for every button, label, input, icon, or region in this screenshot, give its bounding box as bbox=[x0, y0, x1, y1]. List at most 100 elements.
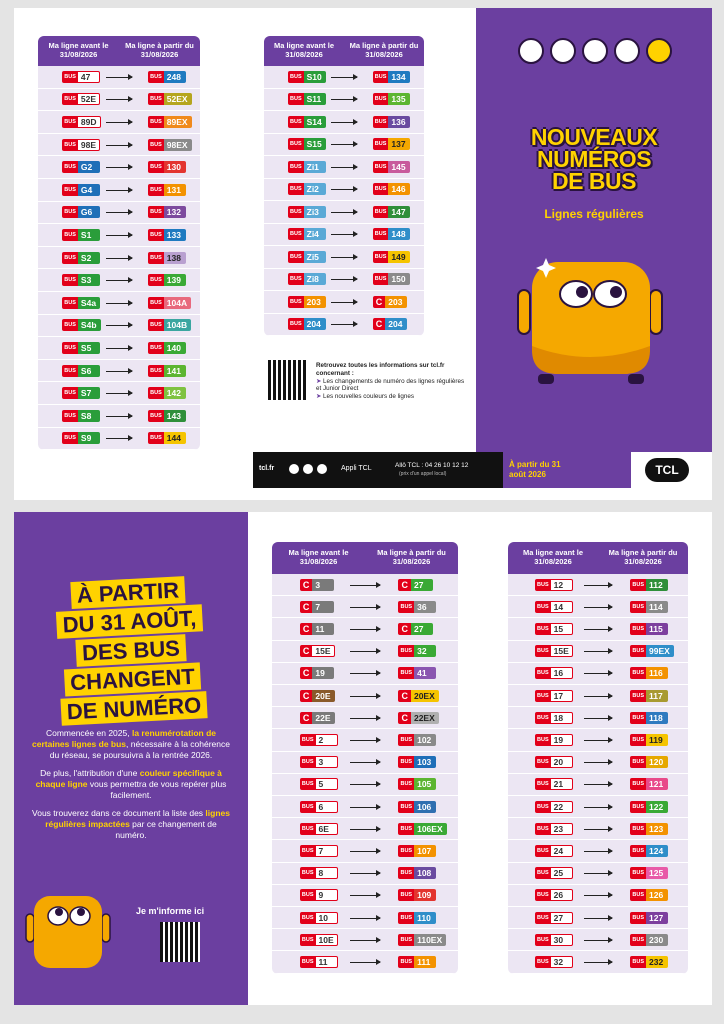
table-row: BUS 26 BUS 126 bbox=[508, 885, 688, 907]
line-number: Zi8 bbox=[303, 273, 326, 286]
mode-label: C bbox=[398, 578, 411, 591]
line-badge: BUS G2 bbox=[62, 161, 100, 174]
footer-logo: TCL bbox=[645, 458, 689, 482]
line-number: 17 bbox=[550, 689, 573, 702]
arrow bbox=[331, 163, 358, 170]
line-badge: BUS Zi1 bbox=[288, 160, 326, 173]
line-badge: BUS 230 bbox=[630, 933, 669, 946]
paragraph-segment: De plus, l'attribution d'une bbox=[40, 768, 140, 778]
line-number: S7 bbox=[77, 387, 100, 400]
line-badge: BUS 117 bbox=[630, 689, 669, 702]
qr-label: Je m'informe ici bbox=[136, 906, 205, 916]
line-table: Ma ligne avant le 31/08/2026 Ma ligne à p… bbox=[272, 542, 458, 974]
mode-label: BUS bbox=[148, 206, 164, 219]
line-badge: BUS Zi4 bbox=[288, 228, 326, 241]
mode-label: BUS bbox=[148, 93, 164, 106]
arrow bbox=[331, 253, 358, 260]
line-badge: BUS 116 bbox=[630, 667, 669, 680]
line-number: 7 bbox=[315, 844, 338, 857]
line-badge: BUS 36 bbox=[398, 600, 437, 613]
line-number: 108 bbox=[414, 867, 437, 880]
line-number: 118 bbox=[646, 711, 669, 724]
mode-label: C bbox=[372, 318, 386, 331]
mode-label: BUS bbox=[535, 889, 551, 902]
mode-label: BUS bbox=[398, 933, 415, 946]
line-number: S3 bbox=[77, 274, 100, 287]
line-number: S11 bbox=[303, 93, 326, 106]
table-row: BUS G2 BUS 130 bbox=[38, 156, 200, 179]
line-number: 204 bbox=[385, 318, 408, 331]
line-number: 27 bbox=[410, 578, 433, 591]
line-number: Zi4 bbox=[303, 228, 326, 241]
line-number: 6 bbox=[315, 800, 338, 813]
info-intro: Retrouvez toutes les informations sur tc… bbox=[316, 362, 445, 377]
line-badge: BUS S6 bbox=[62, 364, 100, 377]
line-number: 148 bbox=[388, 228, 411, 241]
arrow bbox=[106, 186, 133, 193]
line-badge: BUS 104B bbox=[148, 319, 192, 332]
line-badge: BUS S1 bbox=[62, 228, 100, 241]
line-badge: BUS 6E bbox=[299, 822, 338, 835]
header-before: Ma ligne avant le 31/08/2026 bbox=[522, 548, 584, 566]
line-badge: BUS S3 bbox=[62, 274, 100, 287]
arrow bbox=[106, 209, 133, 216]
line-badge: BUS Zi2 bbox=[288, 183, 326, 196]
mode-label: BUS bbox=[535, 733, 551, 746]
line-number: 6E bbox=[315, 822, 338, 835]
line-number: 230 bbox=[646, 933, 669, 946]
mode-label: BUS bbox=[62, 161, 78, 174]
line-badge: C 204 bbox=[372, 318, 408, 331]
line-badge: BUS 131 bbox=[148, 183, 186, 196]
line-number: 26 bbox=[550, 889, 573, 902]
mode-label: BUS bbox=[62, 296, 78, 309]
line-number: 124 bbox=[646, 844, 669, 857]
mode-label: BUS bbox=[288, 295, 304, 308]
mode-label: C bbox=[299, 578, 313, 591]
arrow bbox=[350, 847, 381, 854]
line-badge: BUS 145 bbox=[372, 160, 411, 173]
arrow bbox=[350, 936, 381, 943]
arrow bbox=[331, 186, 358, 193]
line-number: 140 bbox=[163, 341, 186, 354]
table-row: BUS S6 BUS 141 bbox=[38, 360, 200, 383]
mode-label: BUS bbox=[148, 409, 164, 422]
line-number: 8 bbox=[315, 867, 338, 880]
footer-phone: Allô TCL : 04 26 10 12 12 bbox=[395, 462, 469, 469]
mode-label: BUS bbox=[535, 955, 551, 968]
arrow bbox=[583, 648, 614, 655]
line-number: 137 bbox=[388, 138, 411, 151]
arrow bbox=[106, 254, 133, 261]
arrow bbox=[583, 847, 614, 854]
line-number: 89EX bbox=[163, 115, 192, 128]
line-badge: BUS 127 bbox=[630, 911, 669, 924]
line-badge: BUS 135 bbox=[372, 93, 411, 106]
line-badge: BUS 110 bbox=[398, 911, 437, 924]
line-badge: BUS 124 bbox=[630, 844, 669, 857]
mode-label: C bbox=[372, 295, 386, 308]
table-header: Ma ligne avant le 31/08/2026 Ma ligne à p… bbox=[272, 542, 458, 574]
mode-label: BUS bbox=[398, 889, 415, 902]
info-block: Retrouvez toutes les informations sur tc… bbox=[316, 362, 466, 401]
table-row: BUS S9 BUS 144 bbox=[38, 428, 200, 451]
header-after: Ma ligne à partir du 31/08/2026 bbox=[377, 548, 446, 566]
line-number: Zi2 bbox=[303, 183, 326, 196]
line-badge: BUS 133 bbox=[148, 228, 186, 241]
line-number: 12 bbox=[550, 578, 573, 591]
line-badge: BUS 99EX bbox=[630, 645, 674, 658]
table-row: BUS Zi4 BUS 148 bbox=[264, 224, 424, 246]
line-badge: BUS 147 bbox=[372, 205, 411, 218]
paragraph-segment: , nécessaire à la cohérence du réseau, s… bbox=[49, 739, 230, 760]
line-number: S9 bbox=[77, 432, 100, 445]
line-badge: BUS 98EX bbox=[148, 138, 192, 151]
line-number: 104B bbox=[163, 319, 192, 332]
line-badge: BUS 105 bbox=[398, 778, 437, 791]
line-badge: BUS 134 bbox=[372, 70, 411, 83]
mode-label: BUS bbox=[630, 822, 647, 835]
line-badge: BUS G6 bbox=[62, 206, 100, 219]
mode-label: BUS bbox=[535, 600, 551, 613]
table-row: BUS 2 BUS 102 bbox=[272, 729, 458, 752]
mode-label: BUS bbox=[288, 160, 304, 173]
line-number: 36 bbox=[414, 600, 437, 613]
info-bullet-text: Les changements de numéro des lignes rég… bbox=[316, 377, 465, 393]
line-number: 115 bbox=[646, 622, 669, 635]
